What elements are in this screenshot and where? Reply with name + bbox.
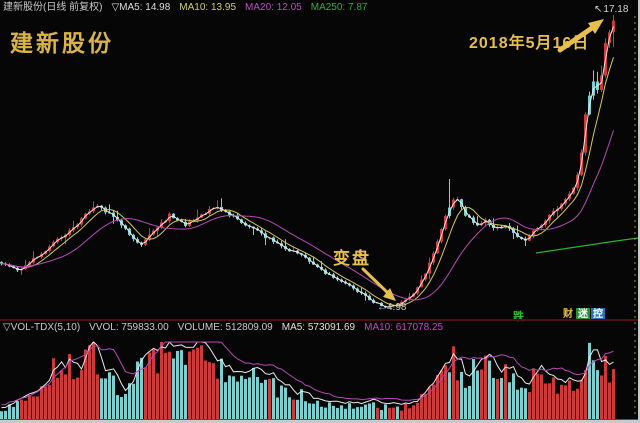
vol-ma5-value: MA5: 573091.69 — [281, 322, 356, 333]
window-border — [638, 0, 640, 423]
page-title: 建新股份 — [10, 30, 114, 56]
symbol-label: 建新股份(日线 前复权) — [3, 2, 103, 13]
volume-indicator-bar: ▽VOL-TDX(5,10) VVOL: 759833.00 VOLUME: 5… — [3, 322, 443, 334]
ma10-indicator: MA10: 13.95 — [179, 2, 237, 13]
ma250-indicator: MA250: 7.87 — [310, 2, 368, 13]
peak-price-annotation: ↖ 17.18 — [594, 4, 628, 15]
date-annotation: 2018年5月16日 — [469, 35, 590, 52]
pane-separator — [0, 319, 640, 321]
turning-arrow-icon — [361, 267, 396, 301]
watermark-char: 财 — [563, 309, 573, 320]
price-pane[interactable] — [0, 15, 638, 309]
peak-price-value: 17.18 — [603, 4, 629, 15]
volume-pane[interactable] — [0, 341, 615, 419]
watermark-char: 控 — [591, 308, 605, 321]
fall-badge: 跌 — [513, 311, 524, 323]
turning-point-annotation: 变盘 — [333, 249, 371, 268]
volume-value: VOLUME: 512809.09 — [177, 322, 273, 333]
vvol-value: VVOL: 759833.00 — [89, 322, 169, 333]
indicator-bar: 建新股份(日线 前复权) ▽MA5: 14.98 MA10: 13.95 MA2… — [3, 1, 367, 14]
vol-ma10-value: MA10: 617078.25 — [364, 322, 444, 333]
watermark: 财 迷 控 — [561, 308, 605, 321]
vol-indicator-toggle[interactable]: ▽VOL-TDX(5,10) — [3, 322, 81, 333]
watermark-char: 迷 — [576, 308, 590, 321]
ma20-indicator: MA20: 12.05 — [245, 2, 302, 13]
mouse-cursor-icon: ↖ — [594, 4, 603, 15]
window-border — [0, 420, 640, 423]
low-price-annotation: ←4.98 — [377, 302, 407, 313]
ma5-indicator-toggle[interactable]: ▽MA5: 14.98 — [111, 2, 171, 13]
date-arrow-icon — [557, 19, 604, 53]
